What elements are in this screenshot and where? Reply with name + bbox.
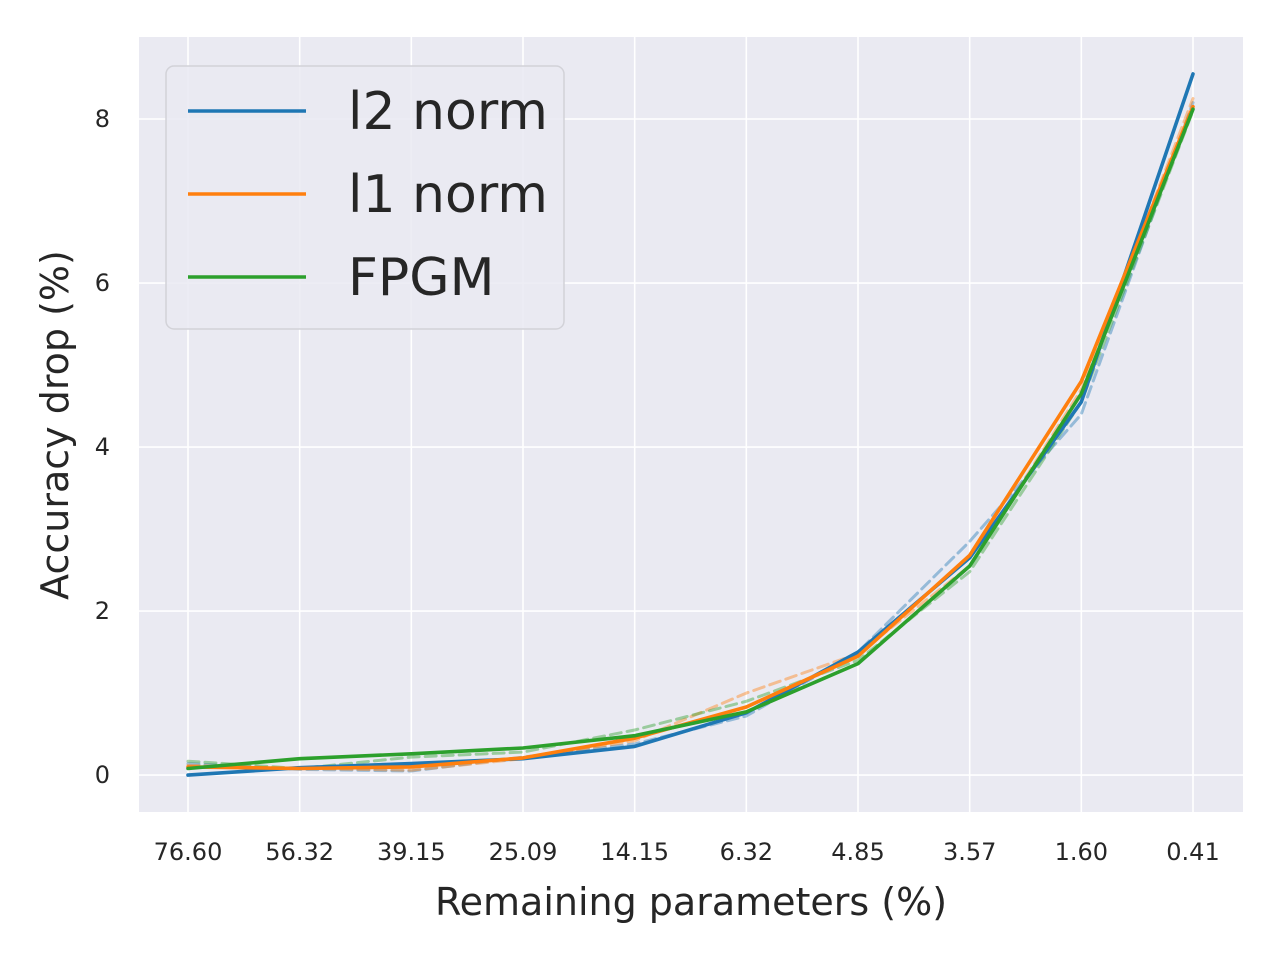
x-tick-label: 0.41 [1166, 838, 1219, 866]
solid-series-group [186, 72, 1195, 777]
y-tick-label: 4 [95, 433, 110, 461]
y-tick-labels: 0 2 4 6 8 [95, 105, 110, 789]
x-tick-label: 4.85 [831, 838, 884, 866]
legend-label: l2 norm [348, 82, 548, 142]
x-tick-label: 25.09 [489, 838, 558, 866]
x-tick-label: 3.57 [943, 838, 996, 866]
legend-box [165, 65, 565, 330]
y-axis-label: Accuracy drop (%) [33, 250, 77, 600]
x-tick-label: 39.15 [377, 838, 446, 866]
series-line-dashed [186, 109, 1195, 770]
legend-label: FPGM [348, 248, 494, 308]
x-tick-label: 76.60 [154, 838, 223, 866]
x-tick-label: 1.60 [1055, 838, 1108, 866]
series-line-fpgm [186, 107, 1195, 771]
legend-entries: l2 norm l1 norm FPGM [188, 82, 548, 308]
x-tick-label: 14.15 [600, 838, 669, 866]
y-tick-label: 0 [95, 761, 110, 789]
legend: l2 norm l1 norm FPGM [165, 65, 565, 330]
y-tick-label: 6 [95, 269, 110, 297]
y-tick-label: 8 [95, 105, 110, 133]
y-tick-label: 2 [95, 597, 110, 625]
x-tick-labels: 76.60 56.32 39.15 25.09 14.15 6.32 4.85 3.57 1.6… [154, 838, 1220, 866]
x-tick-label: 56.32 [265, 838, 334, 866]
x-axis-label: Remaining parameters (%) [435, 880, 947, 924]
legend-label: l1 norm [348, 165, 548, 225]
x-tick-label: 6.32 [720, 838, 773, 866]
